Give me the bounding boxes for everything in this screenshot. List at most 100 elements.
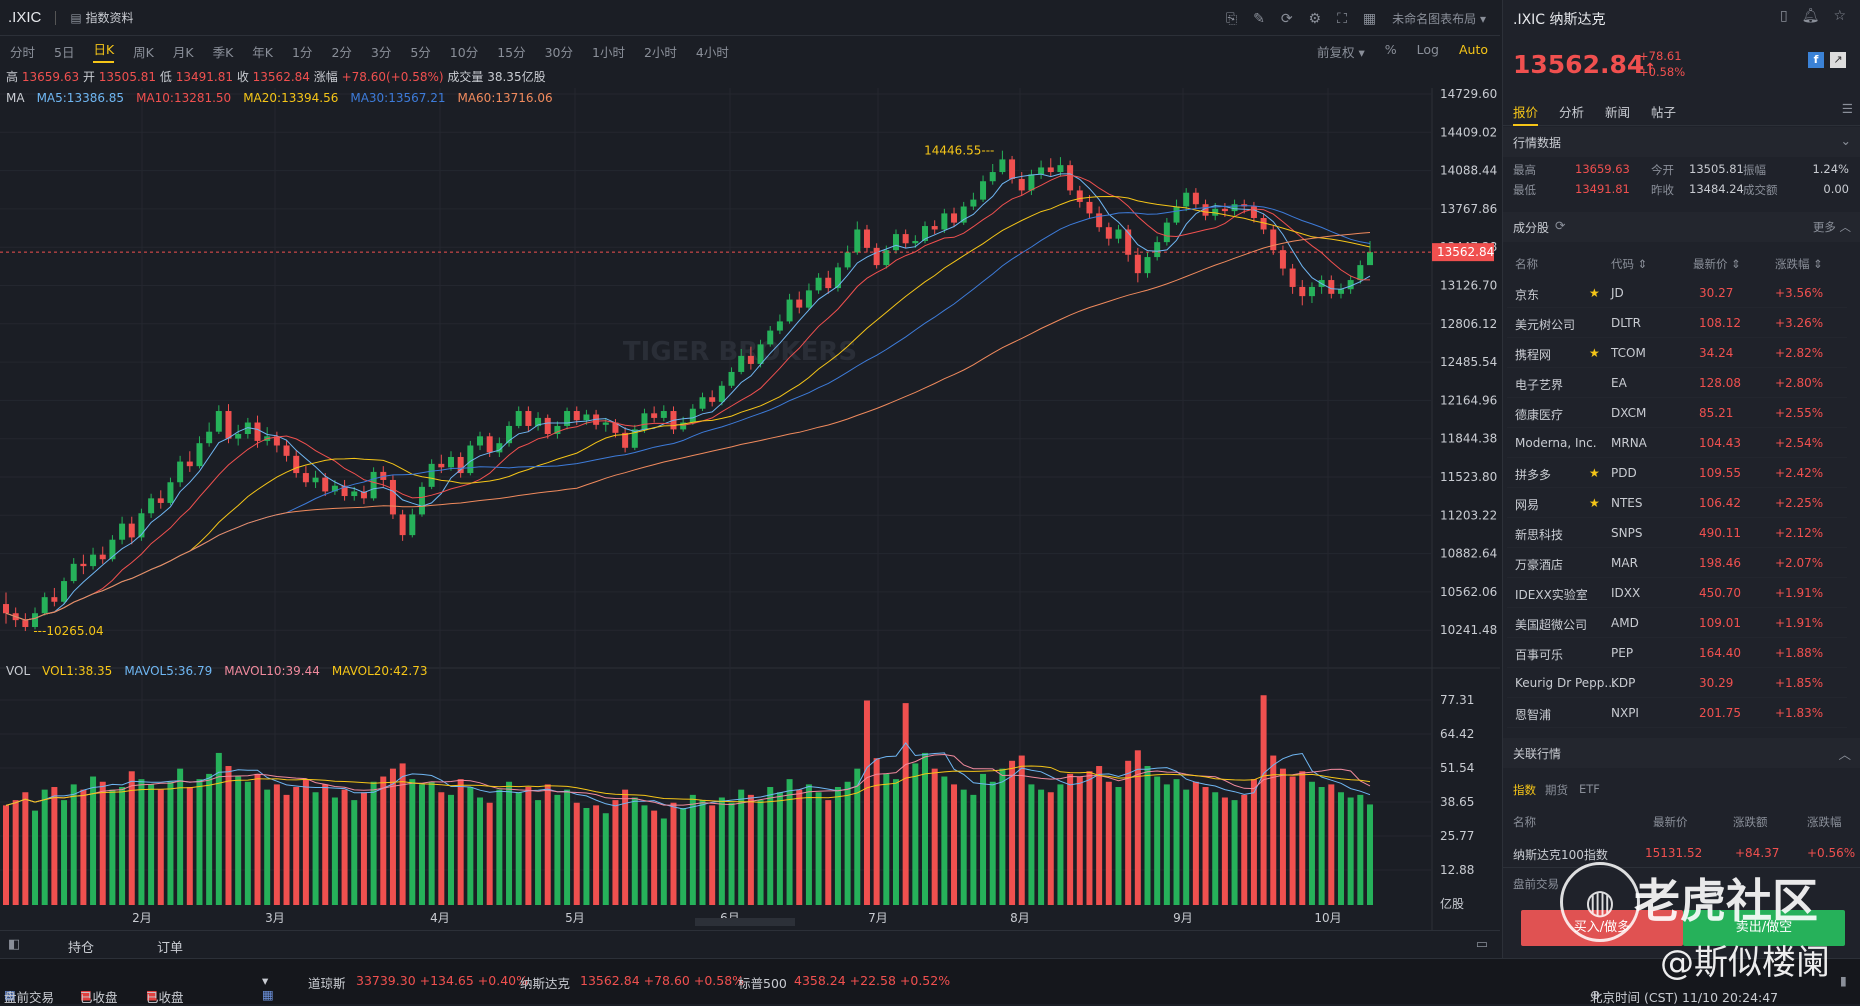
sell-button[interactable]: 卖出/做空 bbox=[1683, 910, 1845, 946]
more-button[interactable]: 更多 ︿ bbox=[1812, 220, 1851, 234]
period-tab[interactable]: 5日 bbox=[54, 44, 75, 60]
tab-news[interactable]: 新闻 bbox=[1605, 105, 1631, 120]
table-row[interactable]: 新思科技 SNPS 490.11 +2.12% bbox=[1507, 518, 1847, 548]
screenshot-icon[interactable]: ⎘ bbox=[1225, 10, 1238, 27]
tab-posts[interactable]: 帖子 bbox=[1651, 105, 1677, 120]
period-tab[interactable]: 年K bbox=[252, 44, 273, 60]
volume-bar bbox=[805, 784, 812, 905]
table-row[interactable]: 美国超微公司 AMD 109.01 +1.91% bbox=[1507, 608, 1847, 638]
column-header[interactable]: 最新价 ⇕ bbox=[1693, 257, 1741, 271]
star-icon[interactable]: ☆ bbox=[1833, 8, 1846, 24]
candle bbox=[283, 439, 290, 462]
period-tab[interactable]: 30分 bbox=[544, 44, 574, 60]
layout-dropdown[interactable]: 未命名图表布局 ▾ bbox=[1392, 12, 1486, 26]
note-icon[interactable]: ▯ bbox=[1779, 8, 1788, 24]
period-tab[interactable]: 季K bbox=[212, 44, 234, 60]
table-row[interactable]: 电子艺界 EA 128.08 +2.80% bbox=[1507, 368, 1847, 398]
menu-icon[interactable]: ☰ bbox=[1841, 101, 1853, 116]
stock-code: MAR bbox=[1611, 556, 1638, 570]
fullscreen-icon[interactable]: ⛶ bbox=[1337, 10, 1347, 27]
table-row[interactable]: 拼多多 ★ PDD 109.55 +2.42% bbox=[1507, 458, 1847, 488]
tab-positions[interactable]: 持仓 bbox=[68, 941, 95, 956]
candlestick-chart[interactable]: 14729.6014409.0214088.4413767.8613447.28… bbox=[0, 88, 1500, 958]
table-row[interactable]: 德康医疗 DXCM 85.21 +2.55% bbox=[1507, 398, 1847, 428]
refresh-icon[interactable]: ⟳ bbox=[1280, 10, 1293, 27]
table-row[interactable]: 携程网 ★ TCOM 34.24 +2.82% bbox=[1507, 338, 1847, 368]
table-row[interactable]: 网易 ★ NTES 106.42 +2.25% bbox=[1507, 488, 1847, 518]
table-row[interactable]: 恩智浦 NXPI 201.75 +1.83% bbox=[1507, 698, 1847, 728]
market-data-header[interactable]: 行情数据 ⌄ bbox=[1503, 127, 1860, 157]
refresh-icon[interactable]: ⟳ bbox=[1555, 218, 1566, 233]
draw-icon[interactable]: ✎ bbox=[1253, 10, 1265, 27]
components-header: 成分股 ⟳ 更多 ︿ bbox=[1503, 212, 1860, 242]
related-header[interactable]: 关联行情 ︿ bbox=[1503, 738, 1860, 768]
period-tab[interactable]: 周K bbox=[133, 44, 154, 60]
volume-bar bbox=[941, 776, 948, 905]
bell-icon[interactable]: 🔔︎ bbox=[1801, 8, 1820, 24]
volume-bar bbox=[1028, 784, 1035, 905]
tab-analysis[interactable]: 分析 bbox=[1559, 105, 1585, 120]
collapse-icon[interactable]: ⌄ bbox=[1840, 133, 1851, 148]
period-tab[interactable]: 2分 bbox=[331, 44, 352, 60]
candle bbox=[99, 546, 106, 564]
candle bbox=[138, 508, 145, 541]
tab-index[interactable]: 指数 bbox=[1513, 783, 1536, 797]
table-row[interactable]: Moderna, Inc. MRNA 104.43 +2.54% bbox=[1507, 428, 1847, 458]
adjust-dropdown[interactable]: 前复权 ▾ bbox=[1317, 44, 1365, 60]
tab-etf[interactable]: ETF bbox=[1579, 782, 1600, 796]
volume-bar bbox=[331, 797, 338, 905]
scroll-handle[interactable] bbox=[695, 918, 795, 926]
period-tab[interactable]: 4小时 bbox=[695, 44, 729, 60]
facebook-icon[interactable]: f bbox=[1808, 52, 1824, 68]
status-ticker: ▦ 盘前交易 ■ 已收盘 ■ 已收盘 ▦ ▾ 道琼斯 33739.30 +134… bbox=[0, 958, 1860, 1005]
message-icon[interactable]: ▭ bbox=[1475, 937, 1488, 952]
settings-icon[interactable]: ⚙ bbox=[1308, 10, 1322, 27]
tab-orders[interactable]: 订单 bbox=[157, 941, 184, 956]
column-header[interactable]: 涨跌幅 ⇕ bbox=[1775, 257, 1823, 271]
period-tab[interactable]: 15分 bbox=[497, 44, 526, 60]
stock-price: 34.24 bbox=[1699, 346, 1734, 360]
candle bbox=[273, 431, 280, 453]
candle bbox=[293, 450, 300, 478]
table-row[interactable]: 万豪酒店 MAR 198.46 +2.07% bbox=[1507, 548, 1847, 578]
candle bbox=[873, 243, 880, 269]
auto-toggle[interactable]: Auto bbox=[1458, 41, 1488, 57]
column-header[interactable]: 名称 bbox=[1515, 257, 1538, 271]
volume-bar bbox=[883, 773, 890, 905]
grid-layout-icon[interactable]: ▦ bbox=[1362, 10, 1377, 27]
period-tab[interactable]: 月K bbox=[172, 44, 194, 60]
column-header[interactable]: 代码 ⇕ bbox=[1611, 257, 1648, 271]
index-info-button[interactable]: 指数资料 bbox=[70, 9, 134, 26]
market-selector[interactable]: ▦ ▾ bbox=[262, 973, 274, 1002]
volume-bar bbox=[457, 779, 464, 905]
panel-toggle-icon[interactable]: ◧ bbox=[8, 937, 21, 952]
tab-quote[interactable]: 报价 bbox=[1513, 102, 1539, 126]
period-tab[interactable]: 分时 bbox=[10, 44, 36, 60]
period-tab[interactable]: 1分 bbox=[291, 44, 313, 60]
share-icon[interactable]: ↗ bbox=[1830, 52, 1846, 68]
table-row[interactable]: IDEXX实验室 IDXX 450.70 +1.91% bbox=[1507, 578, 1847, 608]
period-tab[interactable]: 1小时 bbox=[592, 44, 625, 60]
table-row[interactable]: 美元树公司 DLTR 108.12 +3.26% bbox=[1507, 308, 1847, 338]
period-tab[interactable]: 2小时 bbox=[643, 44, 677, 60]
volume-bar bbox=[409, 779, 416, 905]
table-row[interactable]: 百事可乐 PEP 164.40 +1.88% bbox=[1507, 638, 1847, 668]
volume-bar bbox=[854, 768, 861, 905]
stat-value: 0.00 bbox=[1823, 182, 1849, 196]
table-row[interactable]: Keurig Dr Pepp... KDP 30.29 +1.85% bbox=[1507, 668, 1847, 698]
log-toggle[interactable]: Log bbox=[1416, 41, 1439, 57]
percent-toggle[interactable]: % bbox=[1384, 41, 1397, 57]
volume-bar bbox=[225, 766, 232, 905]
period-tab[interactable]: 日K bbox=[93, 39, 115, 63]
volume-bar bbox=[863, 700, 870, 905]
period-tab[interactable]: 3分 bbox=[370, 44, 392, 60]
tab-futures[interactable]: 期货 bbox=[1545, 783, 1568, 797]
stat-value: 13659.63 bbox=[1575, 162, 1630, 176]
volume-bar bbox=[564, 789, 571, 905]
period-tab[interactable]: 10分 bbox=[449, 44, 479, 60]
period-tab[interactable]: 5分 bbox=[410, 44, 431, 60]
table-row[interactable]: 京东 ★ JD 30.27 +3.56% bbox=[1507, 278, 1847, 308]
related-row[interactable]: 纳斯达克100指数 15131.52 +84.37 +0.56% bbox=[1503, 838, 1860, 868]
volume-bar bbox=[602, 813, 609, 905]
collapse-icon[interactable]: ︿ bbox=[1838, 747, 1851, 762]
